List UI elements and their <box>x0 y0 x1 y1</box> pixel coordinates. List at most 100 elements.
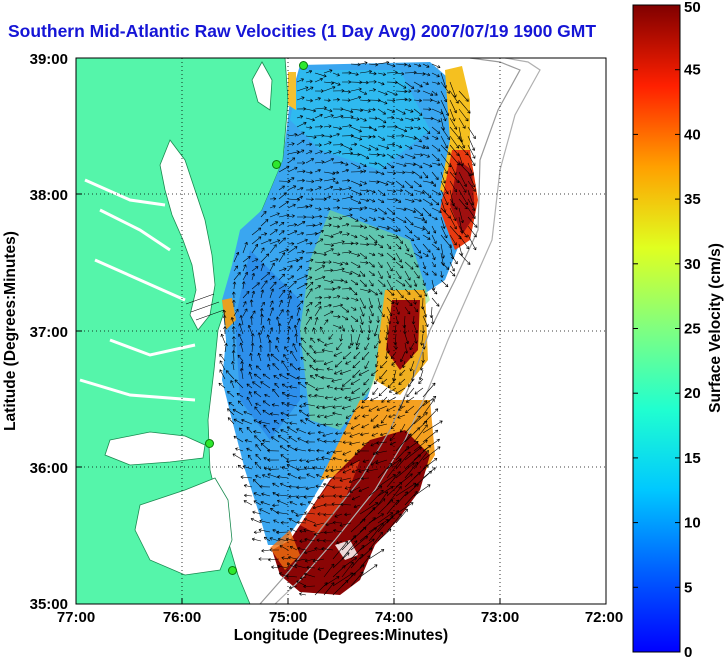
velocity-vector <box>305 108 317 113</box>
velocity-vector <box>395 188 403 193</box>
velocity-vector <box>296 467 307 472</box>
velocity-vector <box>409 342 415 351</box>
velocity-vector <box>305 69 313 74</box>
velocity-vector <box>261 492 271 497</box>
velocity-vector <box>374 360 379 368</box>
velocity-vector <box>341 306 350 313</box>
velocity-vector <box>411 315 416 325</box>
velocity-vector <box>222 315 227 326</box>
velocity-vector <box>322 539 334 543</box>
velocity-vector <box>262 400 271 407</box>
velocity-vector <box>359 260 369 265</box>
velocity-vector <box>359 117 367 122</box>
velocity-vector <box>341 286 352 291</box>
velocity-vector <box>362 387 370 396</box>
velocity-vector <box>431 198 440 206</box>
station-marker <box>272 160 282 170</box>
velocity-vector <box>268 340 272 353</box>
velocity-vector <box>358 486 370 493</box>
velocity-vector <box>253 430 262 434</box>
velocity-vector <box>342 468 352 474</box>
velocity-vector <box>350 526 367 542</box>
velocity-vector <box>332 405 343 409</box>
velocity-vector <box>350 135 363 141</box>
velocity-vector <box>431 189 441 196</box>
velocity-vector <box>275 316 280 326</box>
velocity-vector <box>251 243 259 254</box>
velocity-vector <box>323 319 329 326</box>
velocity-vector <box>449 117 458 130</box>
velocity-vector <box>431 126 441 134</box>
velocity-vector <box>332 285 341 290</box>
velocity-vector <box>431 216 438 221</box>
velocity-vector <box>260 301 265 308</box>
x-tick-label: 75:00 <box>269 609 307 626</box>
velocity-vector <box>377 162 387 170</box>
velocity-vector <box>350 152 361 157</box>
velocity-vector <box>350 306 357 311</box>
velocity-vector <box>359 306 365 317</box>
velocity-vector <box>296 139 305 146</box>
velocity-vector <box>278 230 285 236</box>
velocity-vector <box>306 459 316 463</box>
velocity-vector <box>350 234 358 239</box>
velocity-vector <box>440 81 450 94</box>
velocity-vector <box>244 439 253 443</box>
velocity-vector <box>458 153 464 167</box>
velocity-vector <box>289 363 298 371</box>
velocity-vector <box>323 503 334 507</box>
velocity-vector <box>237 400 244 407</box>
velocity-vector <box>232 336 236 344</box>
velocity-vector <box>388 414 397 419</box>
velocity-vector <box>279 545 289 551</box>
velocity-vector <box>395 153 404 159</box>
velocity-vector <box>287 265 293 272</box>
velocity-vector <box>422 429 439 443</box>
velocity-vector <box>278 273 285 281</box>
velocity-vector <box>314 295 323 300</box>
velocity-vector <box>467 216 478 228</box>
velocity-vector <box>440 261 450 270</box>
velocity-vector <box>314 72 327 78</box>
velocity-vector <box>395 446 410 461</box>
velocity-vector <box>321 348 334 353</box>
velocity-vector <box>377 72 386 76</box>
velocity-vector <box>296 293 303 299</box>
velocity-vector <box>358 369 370 376</box>
velocity-vector <box>240 475 253 479</box>
velocity-vector <box>306 352 316 362</box>
velocity-vector <box>431 180 436 187</box>
velocity-vector <box>388 387 397 393</box>
velocity-vector <box>287 214 295 218</box>
velocity-vector <box>359 547 373 560</box>
velocity-vector <box>253 492 262 497</box>
velocity-vector <box>404 180 414 189</box>
velocity-vector <box>386 459 402 479</box>
velocity-vector <box>350 189 362 196</box>
velocity-vector <box>422 198 433 206</box>
velocity-vector <box>371 369 379 376</box>
velocity-vector <box>276 530 289 535</box>
velocity-vector <box>413 108 423 116</box>
velocity-vector <box>361 476 370 481</box>
velocity-vector <box>458 162 472 177</box>
velocity-vector <box>386 243 392 250</box>
velocity-vector <box>395 180 405 188</box>
velocity-vector <box>386 482 403 497</box>
velocity-vector <box>296 149 305 155</box>
velocity-vector <box>315 387 325 391</box>
velocity-vector <box>296 186 304 191</box>
velocity-vector <box>395 234 404 244</box>
velocity-vector <box>386 261 393 272</box>
velocity-vector <box>293 324 298 335</box>
velocity-vector <box>422 270 429 276</box>
velocity-vector <box>323 260 332 264</box>
velocity-vector <box>251 236 262 245</box>
velocity-vector <box>413 89 421 93</box>
velocity-vector <box>359 279 367 287</box>
velocity-vector <box>356 449 370 453</box>
velocity-vector <box>391 360 397 366</box>
velocity-vector <box>251 272 256 281</box>
velocity-vector <box>294 563 307 569</box>
velocity-vector <box>231 360 235 371</box>
